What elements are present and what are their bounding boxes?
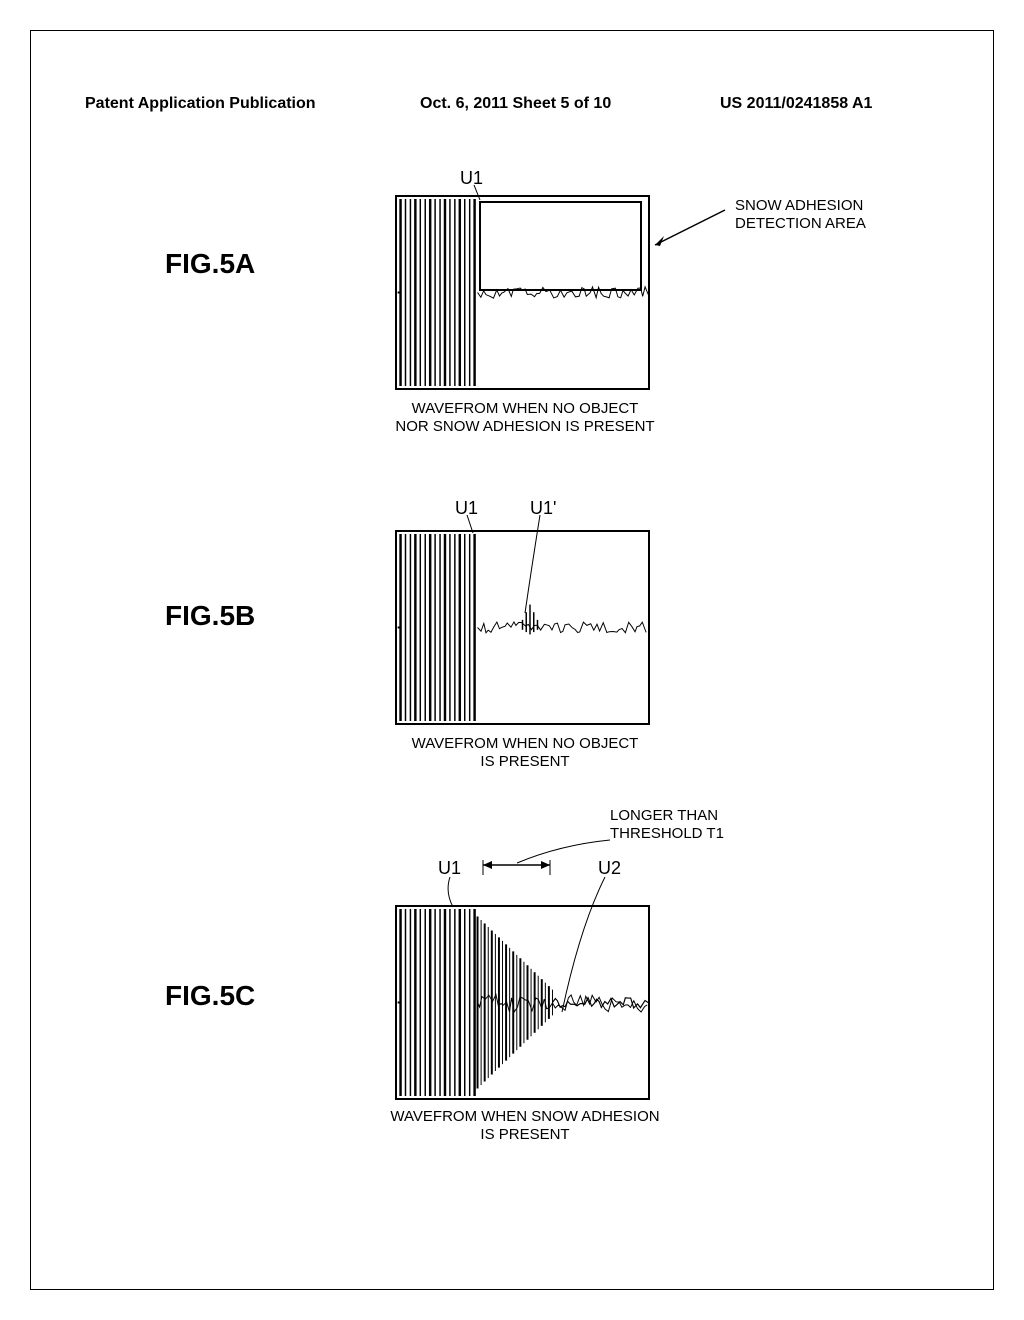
u1-pointer-b (463, 515, 483, 533)
fig-5c-caption-line2: IS PRESENT (365, 1126, 685, 1143)
fig-5a-caption-line1: WAVEFROM WHEN NO OBJECT (380, 400, 670, 417)
u1-pointer-c (435, 877, 465, 910)
fig-5c-u1-label: U1 (438, 858, 461, 879)
fig-5a-label: FIG.5A (165, 248, 255, 280)
u2-pointer-c (560, 877, 610, 1017)
fig-5b-caption-line1: WAVEFROM WHEN NO OBJECT (380, 735, 670, 752)
header-left: Patent Application Publication (85, 95, 316, 113)
detection-label-line2: DETECTION AREA (735, 215, 866, 232)
u1p-pointer-b (520, 515, 550, 615)
threshold-label-line1: LONGER THAN (610, 807, 718, 824)
fig-5b-caption-line2: IS PRESENT (380, 753, 670, 770)
snow-adhesion-detection-area (479, 201, 642, 291)
u1-pointer-a (470, 185, 490, 200)
fig-5b-label: FIG.5B (165, 600, 255, 632)
fig-5c-chart (395, 905, 650, 1100)
detection-label-line1: SNOW ADHESION (735, 197, 863, 214)
detection-arrow (650, 200, 730, 250)
threshold-arrow (480, 835, 630, 875)
fig-5c-label: FIG.5C (165, 980, 255, 1012)
header-right: US 2011/0241858 A1 (720, 95, 872, 113)
fig-5a-caption-line2: NOR SNOW ADHESION IS PRESENT (380, 418, 670, 435)
fig-5c-caption-line1: WAVEFROM WHEN SNOW ADHESION (365, 1108, 685, 1125)
header-center: Oct. 6, 2011 Sheet 5 of 10 (420, 95, 611, 113)
